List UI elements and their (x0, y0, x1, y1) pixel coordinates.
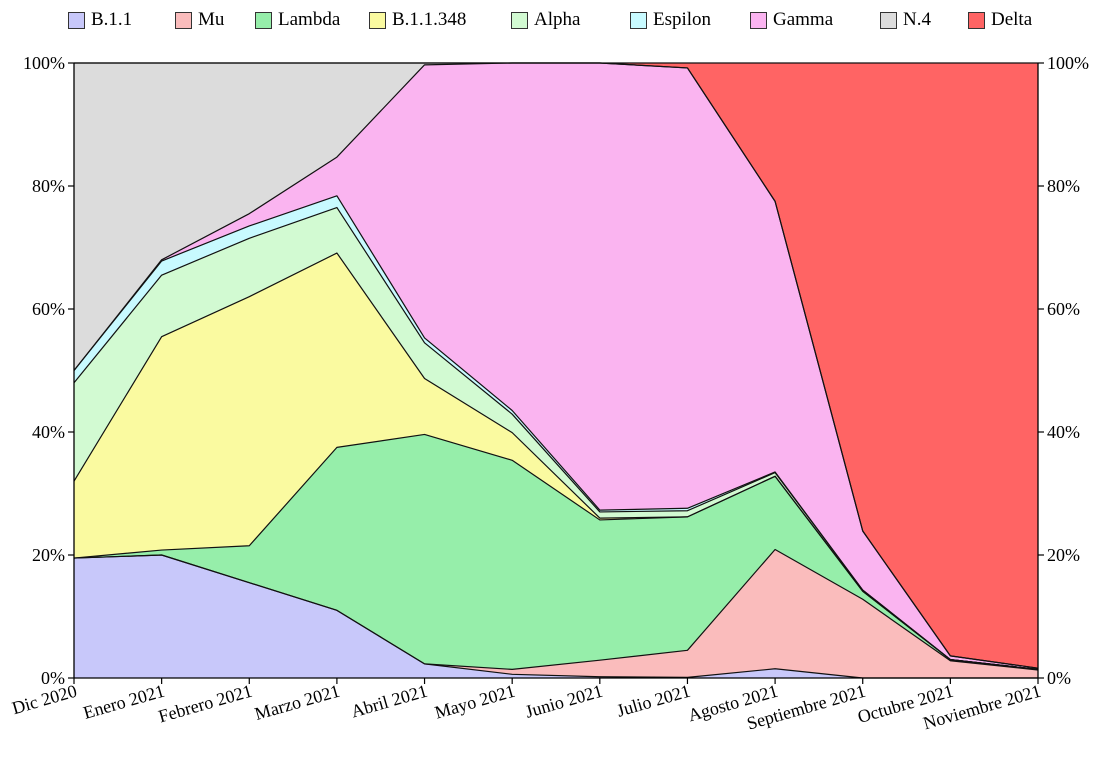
legend-item-espilon: Espilon (630, 6, 711, 34)
y-tick-label-right: 60% (1047, 299, 1080, 319)
x-tick-label: Marzo 2021 (252, 681, 342, 724)
legend-label: B.1.1.348 (392, 9, 467, 30)
legend-label: Alpha (534, 9, 581, 30)
legend-swatch (369, 11, 386, 29)
y-tick-label-left: 0% (41, 668, 65, 688)
legend-swatch (255, 11, 272, 29)
y-tick-label-left: 40% (32, 422, 65, 442)
legend-label: B.1.1 (91, 9, 133, 30)
legend-swatch (968, 11, 985, 29)
legend-label: Espilon (653, 9, 712, 30)
legend-item-n-4: N.4 (880, 6, 931, 34)
x-tick-label: Mayo 2021 (432, 681, 517, 723)
x-tick-label: Enero 2021 (81, 681, 167, 723)
legend-item-gamma: Gamma (750, 6, 833, 34)
legend-swatch (880, 11, 897, 29)
area-n-4 (74, 63, 1038, 669)
legend-swatch (511, 11, 528, 29)
legend-swatch (630, 11, 647, 29)
legend-item-mu: Mu (175, 6, 224, 34)
legend-label: Lambda (278, 9, 341, 30)
legend-label: N.4 (903, 9, 931, 30)
legend-item-lambda: Lambda (255, 6, 340, 34)
legend-item-b-1-1-348: B.1.1.348 (369, 6, 466, 34)
y-tick-label-right: 0% (1047, 668, 1071, 688)
area-mu (74, 549, 1038, 678)
legend-swatch (750, 11, 767, 29)
line-b-1-1-348 (73, 252, 1039, 670)
legend-label: Mu (198, 9, 225, 30)
x-tick-label: Abril 2021 (349, 681, 430, 722)
y-tick-label-left: 20% (32, 545, 65, 565)
legend-swatch (175, 11, 192, 29)
x-tick-label: Febrero 2021 (156, 681, 254, 727)
legend-item-delta: Delta (968, 6, 1032, 34)
legend: B.1.1 Mu Lambda B.1.1.348 Alpha Espilon Gamma N… (0, 6, 1105, 34)
y-tick-label-left: 60% (32, 299, 65, 319)
legend-label: Delta (991, 9, 1033, 30)
y-tick-label-right: 40% (1047, 422, 1080, 442)
y-tick-label-right: 100% (1047, 53, 1089, 73)
area-b-1-1-348 (74, 253, 1038, 670)
legend-item-alpha: Alpha (511, 6, 580, 34)
area-gamma (74, 63, 1038, 670)
x-tick-label: Junio 2021 (523, 681, 605, 722)
y-tick-label-left: 100% (23, 53, 65, 73)
legend-swatch (68, 11, 85, 29)
line-espilon (73, 195, 1039, 670)
area-delta (74, 63, 1038, 669)
area-lambda (74, 434, 1038, 670)
y-tick-label-right: 20% (1047, 545, 1080, 565)
line-mu (73, 548, 1039, 671)
y-tick-label-left: 80% (32, 176, 65, 196)
y-tick-label-right: 80% (1047, 176, 1080, 196)
legend-item-b-1-1: B.1.1 (68, 6, 132, 34)
legend-label: Gamma (773, 9, 834, 30)
area-b-1-1 (74, 555, 1038, 678)
axes (73, 63, 1039, 679)
x-tick-label: Julio 2021 (614, 681, 692, 721)
